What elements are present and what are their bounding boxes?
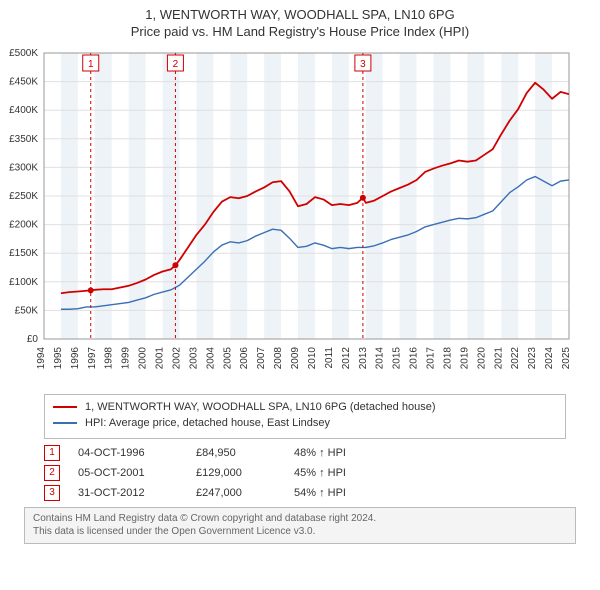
chart-svg: £0£50K£100K£150K£200K£250K£300K£350K£400… — [44, 43, 579, 383]
svg-text:2012: 2012 — [341, 346, 352, 369]
svg-text:2010: 2010 — [307, 346, 318, 369]
transaction-price: £129,000 — [196, 467, 276, 479]
footer-line2: This data is licensed under the Open Gov… — [33, 525, 567, 539]
svg-text:1999: 1999 — [121, 346, 132, 369]
svg-text:£350K: £350K — [9, 133, 38, 144]
svg-text:1998: 1998 — [104, 346, 115, 369]
svg-text:2008: 2008 — [273, 346, 284, 369]
svg-text:2019: 2019 — [459, 346, 470, 369]
svg-text:1995: 1995 — [53, 346, 64, 369]
svg-text:2003: 2003 — [188, 346, 199, 369]
svg-text:2017: 2017 — [426, 346, 437, 369]
transaction-price: £84,950 — [196, 447, 276, 459]
svg-text:2024: 2024 — [544, 346, 555, 369]
svg-text:2021: 2021 — [493, 346, 504, 369]
transaction-row: 3 31-OCT-2012 £247,000 54% ↑ HPI — [44, 483, 566, 503]
transaction-delta: 48% ↑ HPI — [294, 447, 346, 459]
transaction-date: 04-OCT-1996 — [78, 447, 178, 459]
svg-text:2004: 2004 — [205, 346, 216, 369]
svg-text:2009: 2009 — [290, 346, 301, 369]
line-chart: £0£50K£100K£150K£200K£250K£300K£350K£400… — [44, 43, 600, 388]
svg-text:£400K: £400K — [9, 105, 38, 116]
transaction-delta: 45% ↑ HPI — [294, 467, 346, 479]
chart-legend: 1, WENTWORTH WAY, WOODHALL SPA, LN10 6PG… — [44, 394, 566, 439]
transaction-delta: 54% ↑ HPI — [294, 487, 346, 499]
svg-text:2015: 2015 — [392, 346, 403, 369]
chart-title-line2: Price paid vs. HM Land Registry's House … — [0, 24, 600, 43]
svg-text:2: 2 — [173, 59, 179, 70]
legend-label-hpi: HPI: Average price, detached house, East… — [85, 415, 330, 432]
svg-text:£150K: £150K — [9, 248, 38, 259]
svg-text:2025: 2025 — [561, 346, 572, 369]
transaction-row: 2 05-OCT-2001 £129,000 45% ↑ HPI — [44, 463, 566, 483]
svg-text:2000: 2000 — [138, 346, 149, 369]
svg-text:2022: 2022 — [510, 346, 521, 369]
legend-label-price-paid: 1, WENTWORTH WAY, WOODHALL SPA, LN10 6PG… — [85, 399, 436, 416]
svg-text:£0: £0 — [27, 334, 39, 345]
svg-text:2018: 2018 — [442, 346, 453, 369]
svg-text:£500K: £500K — [9, 48, 38, 59]
footer-line1: Contains HM Land Registry data © Crown c… — [33, 512, 567, 526]
transaction-date: 31-OCT-2012 — [78, 487, 178, 499]
legend-swatch-hpi — [53, 422, 77, 424]
svg-text:2006: 2006 — [239, 346, 250, 369]
chart-title-line1: 1, WENTWORTH WAY, WOODHALL SPA, LN10 6PG — [0, 0, 600, 24]
svg-text:2007: 2007 — [256, 346, 267, 369]
svg-text:2011: 2011 — [324, 346, 335, 368]
svg-text:1996: 1996 — [70, 346, 81, 369]
transaction-price: £247,000 — [196, 487, 276, 499]
attribution-footer: Contains HM Land Registry data © Crown c… — [24, 507, 576, 544]
svg-text:2014: 2014 — [375, 346, 386, 369]
svg-text:2020: 2020 — [476, 346, 487, 369]
transaction-row: 1 04-OCT-1996 £84,950 48% ↑ HPI — [44, 443, 566, 463]
transactions-table: 1 04-OCT-1996 £84,950 48% ↑ HPI 2 05-OCT… — [44, 443, 566, 503]
page-root: 1, WENTWORTH WAY, WOODHALL SPA, LN10 6PG… — [0, 0, 600, 590]
svg-text:3: 3 — [360, 59, 366, 70]
transaction-marker-icon: 3 — [44, 485, 60, 501]
transaction-marker-icon: 1 — [44, 445, 60, 461]
svg-text:£200K: £200K — [9, 219, 38, 230]
svg-text:£50K: £50K — [15, 305, 39, 316]
svg-text:1: 1 — [88, 59, 94, 70]
svg-text:2023: 2023 — [527, 346, 538, 369]
transaction-date: 05-OCT-2001 — [78, 467, 178, 479]
svg-text:£450K: £450K — [9, 76, 38, 87]
transaction-marker-icon: 2 — [44, 465, 60, 481]
legend-item-price-paid: 1, WENTWORTH WAY, WOODHALL SPA, LN10 6PG… — [53, 399, 557, 416]
svg-text:2005: 2005 — [222, 346, 233, 369]
svg-text:2013: 2013 — [358, 346, 369, 369]
legend-item-hpi: HPI: Average price, detached house, East… — [53, 415, 557, 432]
svg-text:2002: 2002 — [171, 346, 182, 369]
svg-text:1997: 1997 — [87, 346, 98, 369]
svg-text:£100K: £100K — [9, 276, 38, 287]
svg-text:1994: 1994 — [36, 346, 47, 369]
svg-text:£300K: £300K — [9, 162, 38, 173]
svg-text:£250K: £250K — [9, 191, 38, 202]
svg-text:2016: 2016 — [409, 346, 420, 369]
svg-text:2001: 2001 — [155, 346, 166, 369]
legend-swatch-price-paid — [53, 406, 77, 408]
